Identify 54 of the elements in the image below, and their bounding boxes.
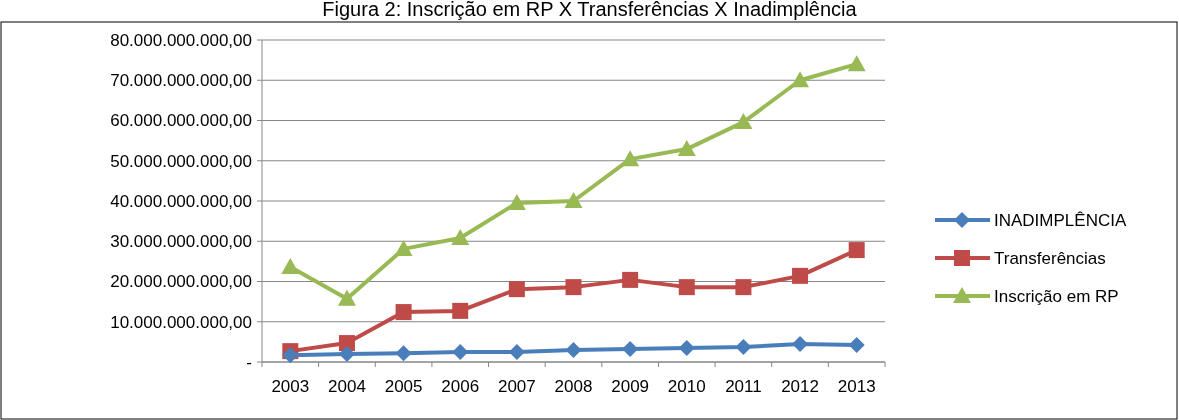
y-tick-label: - [246,352,252,372]
point [508,281,525,298]
point [338,345,355,362]
y-tick-label: 40.000.000.000,00 [110,191,252,211]
point [565,341,582,358]
y-tick-label: 30.000.000.000,00 [110,232,252,252]
point [792,335,809,352]
x-tick-label: 2007 [497,377,536,396]
point [622,271,639,288]
point [394,239,413,256]
point [734,113,753,130]
x-tick-label: 2005 [384,377,423,396]
point [621,150,640,167]
x-tick-label: 2006 [441,377,480,396]
legend-label: INADIMPLÊNCIA [994,210,1127,230]
point [282,347,299,364]
point [451,229,470,246]
y-tick-label: 70.000.000.000,00 [110,71,252,91]
point [848,337,865,354]
point [848,242,865,259]
point [622,341,639,358]
point [791,71,810,88]
x-tick-label: 2010 [667,377,706,396]
point [735,279,752,296]
point [395,345,412,362]
point [565,279,582,296]
legend-label: Transferências [994,248,1106,268]
point [847,55,866,72]
y-tick-label: 50.000.000.000,00 [110,151,252,171]
x-tick-label: 2013 [837,377,876,396]
y-tick-label: 80.000.000.000,00 [110,30,252,50]
y-tick-label: 20.000.000.000,00 [110,272,252,292]
point [507,194,526,211]
point [678,339,695,356]
point [281,258,300,275]
point [452,343,469,360]
chart-title: Figura 2: Inscrição em RP X Transferências X Inadimplência [322,0,858,20]
point [395,304,412,321]
legend-label: Inscrição em RP [994,286,1119,306]
point [735,339,752,356]
point [452,302,469,319]
point [337,289,356,306]
point [678,279,695,296]
x-tick-label: 2011 [725,377,762,396]
x-tick-label: 2012 [781,377,819,396]
point [677,140,696,157]
x-tick-label: 2009 [611,377,650,396]
y-tick-label: 60.000.000.000,00 [110,111,252,131]
point [792,267,809,284]
x-tick-label: 2004 [328,377,366,396]
y-tick-label: 10.000.000.000,00 [110,312,252,332]
x-tick-label: 2003 [271,377,310,396]
x-tick-label: 2008 [554,377,593,396]
point [564,192,583,208]
